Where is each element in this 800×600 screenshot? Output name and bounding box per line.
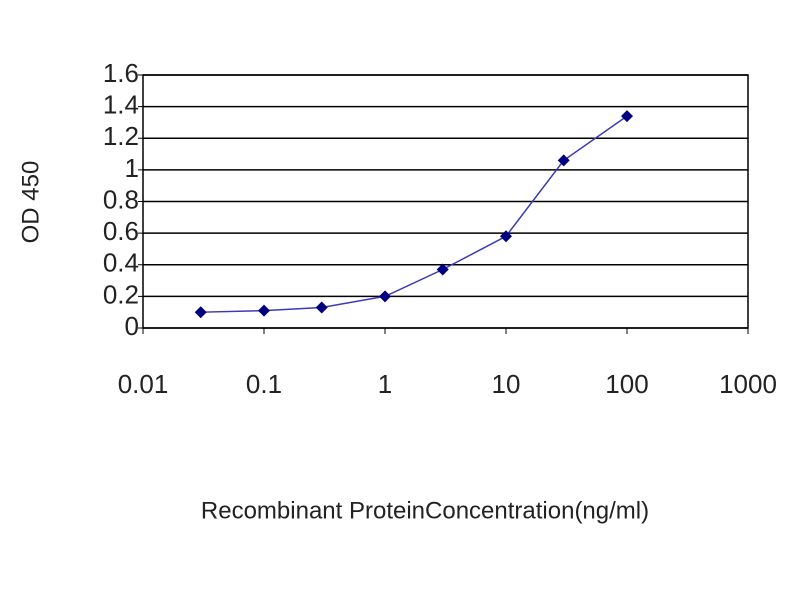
x-tick-label: 100 — [605, 369, 648, 399]
data-point — [436, 263, 449, 276]
data-point — [315, 301, 328, 314]
x-tick-label: 10 — [492, 369, 521, 399]
y-tick-label: 0.2 — [103, 279, 139, 309]
y-tick-label: 1.2 — [103, 121, 139, 151]
y-tick-label: 0.6 — [103, 216, 139, 246]
x-tick-label: 1000 — [719, 369, 777, 399]
y-tick-label: 0.8 — [103, 184, 139, 214]
y-tick-label: 1.6 — [103, 58, 139, 88]
x-tick-label: 0.01 — [118, 369, 169, 399]
y-tick-label: 1 — [125, 153, 139, 183]
y-tick-label: 0.4 — [103, 248, 139, 278]
data-point — [557, 154, 570, 167]
data-point — [500, 230, 512, 243]
series-line — [200, 115, 628, 313]
y-axis-title: OD 450 — [17, 161, 44, 244]
y-tick-label: 1.4 — [103, 90, 139, 120]
x-tick-label: 1 — [378, 369, 392, 399]
y-tick-label: 0 — [125, 311, 139, 341]
x-tick-label: 0.1 — [246, 369, 282, 399]
x-axis-title: Recombinant ProteinConcentration(ng/ml) — [201, 497, 649, 524]
data-point — [258, 304, 270, 317]
data-point — [621, 110, 633, 123]
data-point — [194, 306, 207, 319]
data-point — [379, 290, 391, 303]
